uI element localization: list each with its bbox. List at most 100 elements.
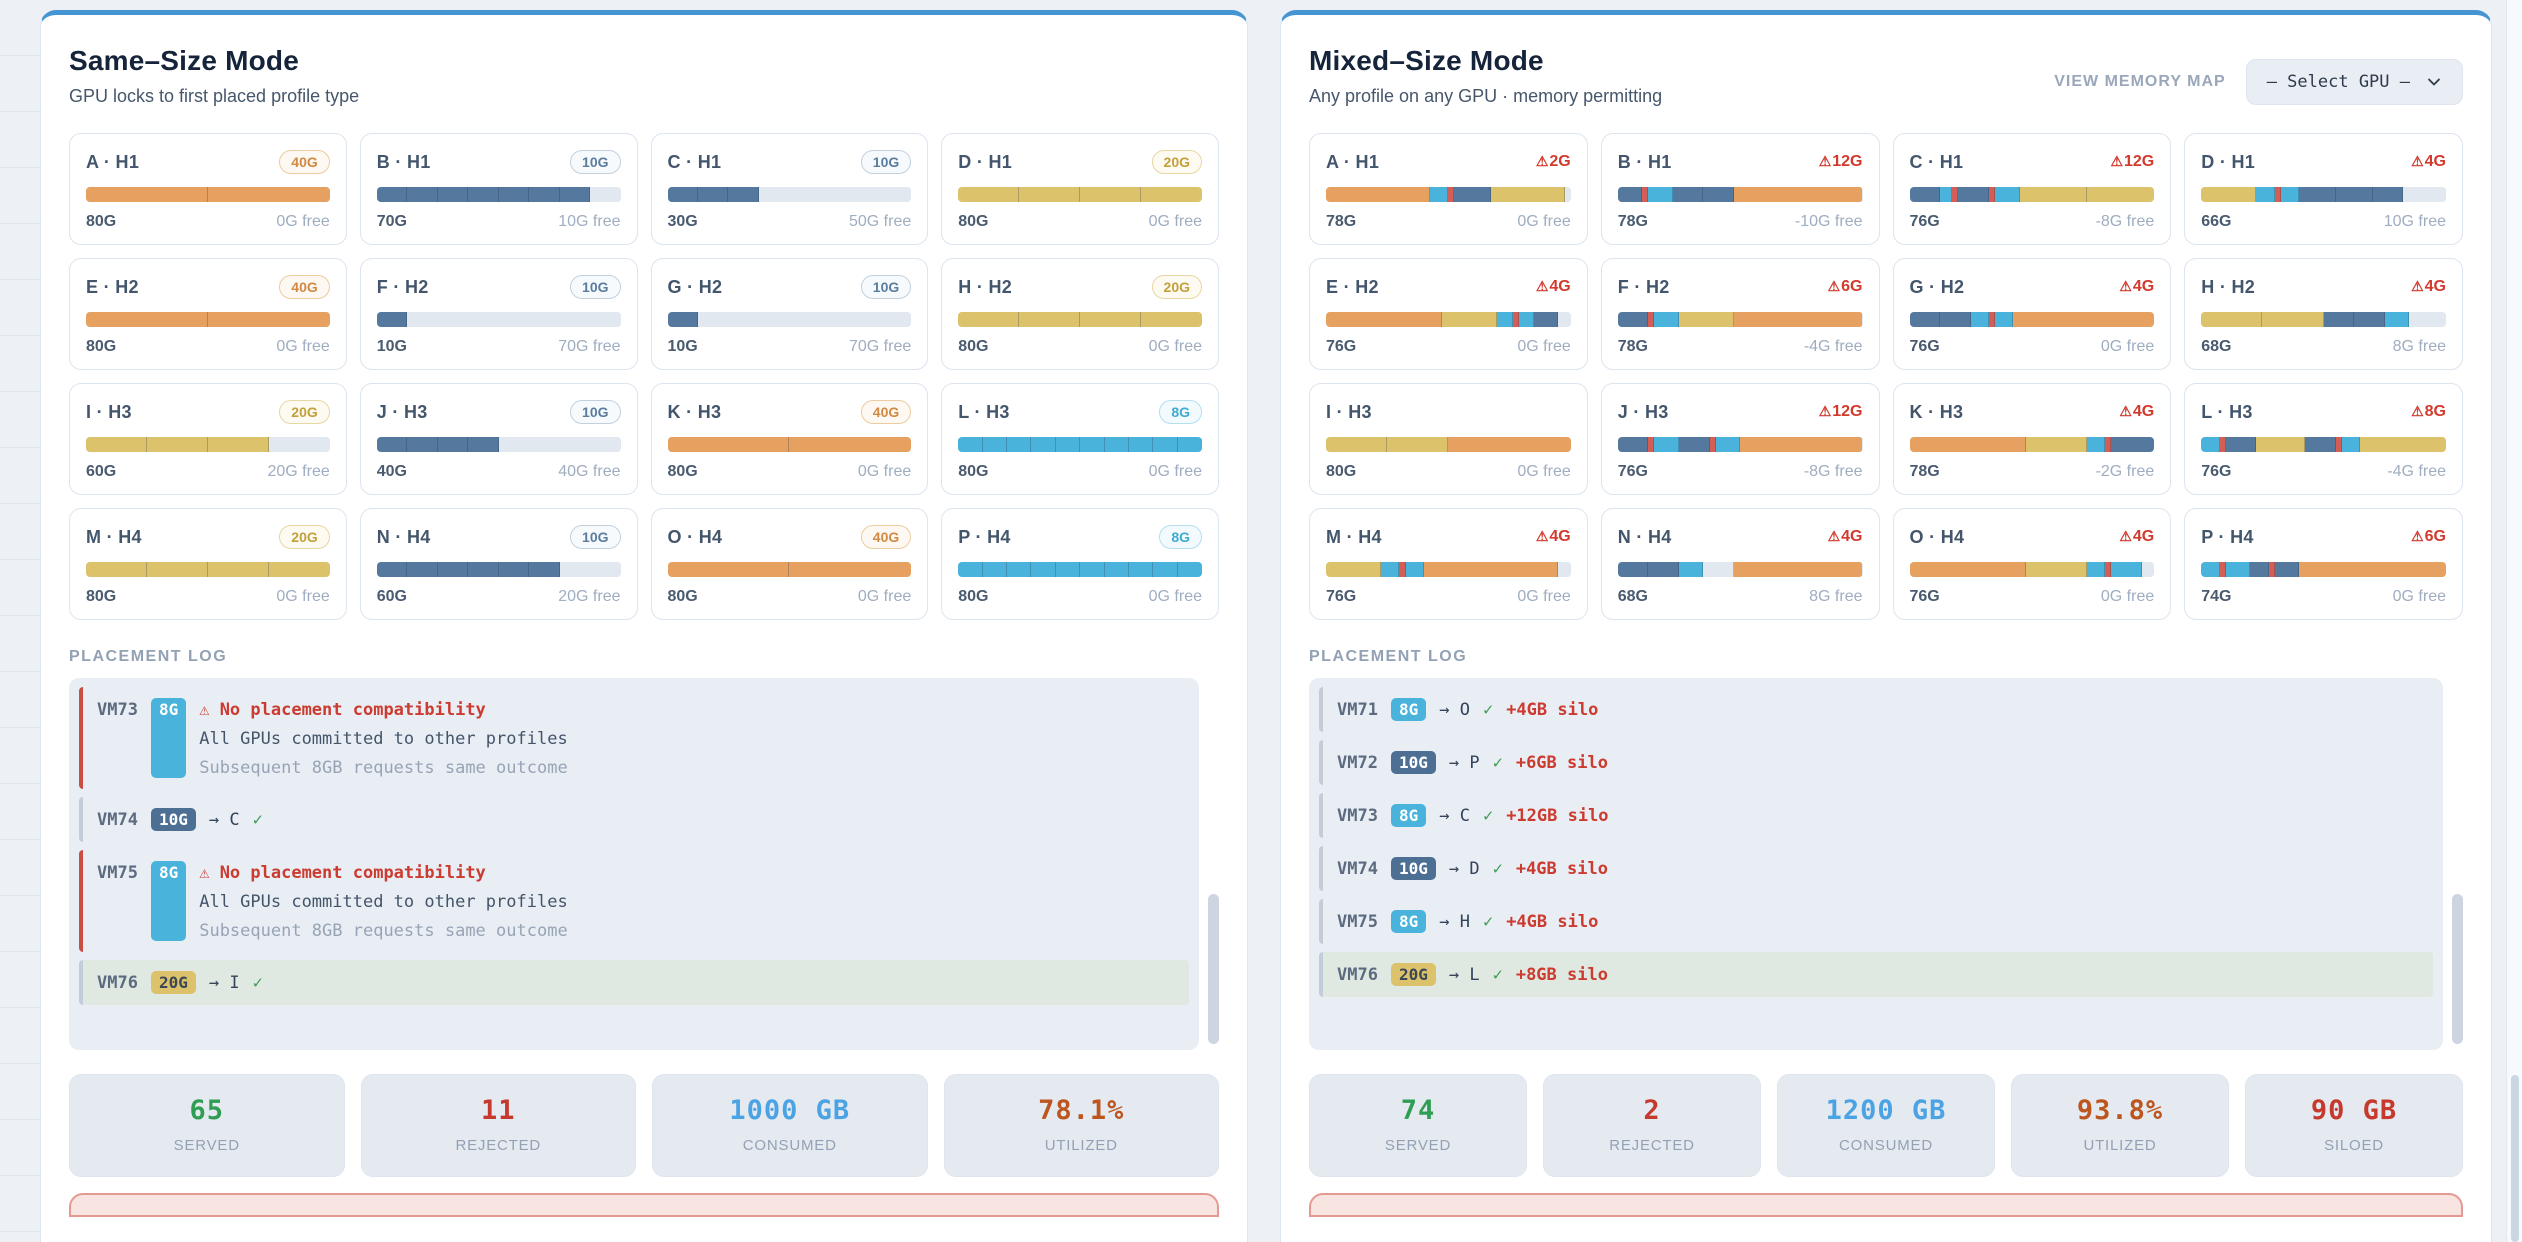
used-memory: 74G — [2201, 588, 2232, 605]
log-entry: VM73 8G → C ✓ +12GB silo — [1319, 793, 2433, 838]
gpu-card[interactable]: E · H2 40G 80G 0G free — [69, 258, 347, 370]
gpu-card[interactable]: P · H4 ⚠6G 74G 0G free — [2184, 508, 2463, 620]
stat-value: 11 — [480, 1095, 516, 1126]
vm-label: VM74 — [1337, 859, 1378, 879]
memory-segment — [758, 187, 912, 202]
gpu-card[interactable]: A · H1 40G 80G 0G free — [69, 133, 347, 245]
memory-segment — [1399, 562, 1406, 577]
gpu-card[interactable]: J · H3 ⚠12G 76G -8G free — [1600, 383, 1880, 495]
gpu-card-footer: 68G 8G free — [2201, 338, 2446, 356]
gpu-card-header: N · H4 10G — [377, 524, 621, 550]
gpu-card[interactable]: M · H4 ⚠4G 76G 0G free — [1309, 508, 1588, 620]
gpu-card-header: O · H4 40G — [668, 524, 912, 550]
gpu-card[interactable]: F · H2 ⚠6G 78G -4G free — [1600, 258, 1880, 370]
memory-bar — [1909, 187, 2155, 202]
page-scrollbar-thumb[interactable] — [2511, 1075, 2519, 1242]
log-scrollbar-thumb[interactable] — [2452, 894, 2463, 1044]
gpu-card[interactable]: B · H1 10G 70G 10G free — [359, 133, 638, 245]
memory-segment — [1080, 187, 1142, 202]
gpu-card[interactable]: F · H2 10G 10G 70G free — [359, 258, 638, 370]
used-memory: 76G — [1909, 338, 1940, 355]
vm-label: VM73 — [1337, 806, 1378, 826]
gpu-card[interactable]: K · H3 40G 80G 0G free — [650, 383, 929, 495]
gpu-card-footer: 10G 70G free — [377, 338, 621, 356]
silo-warning-badge: ⚠8G — [2411, 403, 2446, 420]
memory-bar — [1326, 312, 1571, 327]
gpu-card[interactable]: L · H3 ⚠8G 76G -4G free — [2184, 383, 2463, 495]
profile-size-badge: 8G — [1159, 400, 1202, 424]
gpu-card-header: E · H2 ⚠4G — [1326, 274, 1571, 300]
gpu-card[interactable]: E · H2 ⚠4G 76G 0G free — [1309, 258, 1588, 370]
stat-box-consumed: 1200 GB CONSUMED — [1777, 1074, 1995, 1177]
gpu-card[interactable]: N · H4 10G 60G 20G free — [359, 508, 638, 620]
gpu-card[interactable]: L · H3 8G 80G 0G free — [941, 383, 1219, 495]
gpu-card[interactable]: K · H3 ⚠4G 78G -2G free — [1892, 383, 2172, 495]
free-memory: -4G free — [2387, 463, 2446, 480]
memory-segment — [2335, 437, 2342, 452]
gpu-card[interactable]: H · H2 ⚠4G 68G 8G free — [2184, 258, 2463, 370]
log-scrollbar-thumb[interactable] — [1208, 894, 1219, 1044]
used-memory: 66G — [2201, 213, 2232, 230]
used-memory: 80G — [958, 338, 989, 355]
alert-banner-partial — [69, 1193, 1219, 1217]
placement-log-list[interactable]: VM73 8G ⚠ No placement compatibility All GP… — [69, 678, 1199, 1050]
check-icon: ✓ — [1492, 859, 1503, 879]
memory-segment — [1448, 437, 1571, 452]
page-scrollbar[interactable] — [2506, 0, 2522, 1242]
gpu-card[interactable]: O · H4 40G 80G 0G free — [650, 508, 929, 620]
memory-segment — [146, 562, 208, 577]
check-icon: ✓ — [1482, 700, 1494, 720]
gpu-select-dropdown[interactable]: — Select GPU — — [2245, 59, 2463, 105]
memory-segment — [1177, 437, 1202, 452]
gpu-name: H · H2 — [958, 276, 1013, 297]
vm-label: VM75 — [97, 863, 138, 883]
memory-bar — [2201, 312, 2446, 327]
gpu-name: C · H1 — [1909, 151, 1964, 172]
memory-segment — [1430, 187, 1449, 202]
gpu-card[interactable]: M · H4 20G 80G 0G free — [69, 508, 347, 620]
chevron-down-icon — [2428, 78, 2440, 86]
free-memory: 10G free — [2383, 213, 2446, 230]
memory-segment — [1995, 187, 2020, 202]
gpu-card[interactable]: C · H1 ⚠12G 76G -8G free — [1892, 133, 2172, 245]
gpu-card-footer: 76G 0G free — [1910, 338, 2155, 356]
log-entry: VM74 10G → D ✓ +4GB silo — [1319, 846, 2433, 891]
memory-segment — [1512, 312, 1519, 327]
check-icon: ✓ — [1482, 912, 1494, 932]
gpu-card[interactable]: P · H4 8G 80G 0G free — [941, 508, 1219, 620]
gpu-name: J · H3 — [376, 401, 428, 422]
gpu-name: A · H1 — [86, 151, 140, 172]
gpu-card[interactable]: I · H3 80G 0G free — [1309, 383, 1588, 495]
profile-size-badge: 40G — [860, 525, 912, 549]
gpu-card[interactable]: O · H4 ⚠4G 76G 0G free — [1892, 508, 2172, 620]
memory-segment — [667, 312, 698, 327]
gpu-card[interactable]: D · H1 20G 80G 0G free — [941, 133, 1219, 245]
memory-segment — [1648, 437, 1655, 452]
placement-log-list[interactable]: VM71 8G → O ✓ +4GB silo VM72 10G → P ✓ +6GB silo V… — [1309, 678, 2443, 1050]
gpu-card[interactable]: G · H2 ⚠4G 76G 0G free — [1892, 258, 2172, 370]
gpu-card[interactable]: G · H2 10G 10G 70G free — [650, 258, 929, 370]
vm-size-chip: 8G — [150, 698, 187, 778]
gpu-card[interactable]: H · H2 20G 80G 0G free — [941, 258, 1219, 370]
memory-segment — [1141, 187, 1202, 202]
memory-segment — [1678, 312, 1734, 327]
gpu-card-footer: 80G 0G free — [86, 213, 330, 231]
profile-size-badge: 10G — [570, 275, 621, 299]
gpu-card[interactable]: J · H3 10G 40G 40G free — [359, 383, 638, 495]
gpu-card[interactable]: B · H1 ⚠12G 78G -10G free — [1600, 133, 1880, 245]
warning-icon: ⚠ — [2411, 153, 2424, 169]
gpu-card[interactable]: I · H3 20G 60G 20G free — [69, 383, 347, 495]
memory-segment — [1564, 187, 1571, 202]
used-memory: 78G — [1617, 213, 1648, 230]
gpu-card[interactable]: D · H1 ⚠4G 66G 10G free — [2184, 133, 2463, 245]
memory-segment — [1031, 562, 1056, 577]
memory-segment — [1703, 562, 1734, 577]
vm-size-chip: 10G — [150, 808, 196, 831]
gpu-card-header: D · H1 ⚠4G — [2201, 149, 2446, 175]
silo-warning-badge: ⚠12G — [1818, 153, 1863, 170]
gpu-card-header: F · H2 ⚠6G — [1618, 274, 1863, 300]
gpu-card[interactable]: N · H4 ⚠4G 68G 8G free — [1600, 508, 1880, 620]
gpu-card[interactable]: C · H1 10G 30G 50G free — [650, 133, 929, 245]
gpu-card[interactable]: A · H1 ⚠2G 78G 0G free — [1309, 133, 1588, 245]
panel-subtitle: Any profile on any GPU · memory permitti… — [1309, 86, 1663, 106]
